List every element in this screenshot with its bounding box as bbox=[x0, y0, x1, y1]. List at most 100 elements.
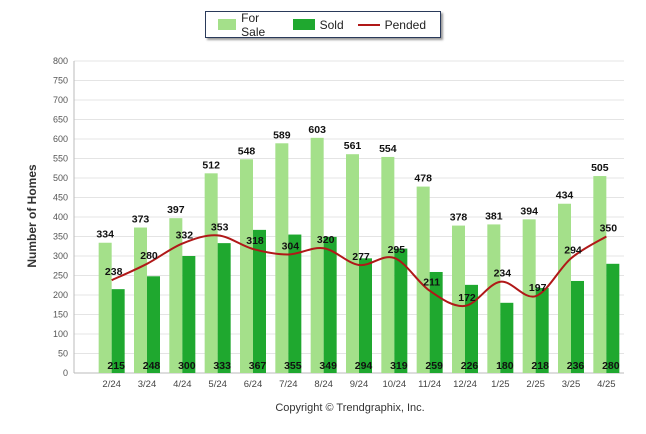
x-tick-label: 2/24 bbox=[102, 379, 121, 390]
data-label-for-sale: 512 bbox=[202, 159, 220, 171]
bar-for-sale bbox=[381, 156, 395, 373]
data-label-sold: 218 bbox=[531, 360, 549, 372]
data-label-sold: 280 bbox=[602, 360, 620, 372]
bar-sold bbox=[394, 248, 408, 373]
bar-sold bbox=[147, 276, 160, 373]
data-label-pended: 197 bbox=[529, 282, 547, 294]
data-label-sold: 226 bbox=[461, 360, 479, 372]
legend: For Sale Sold Pended bbox=[205, 11, 441, 39]
data-label-sold: 300 bbox=[178, 360, 196, 372]
legend-swatch-sold bbox=[292, 19, 315, 30]
data-label-for-sale: 505 bbox=[591, 162, 609, 174]
legend-item-for-sale[interactable]: For Sale bbox=[218, 11, 279, 39]
data-label-pended: 320 bbox=[317, 234, 335, 246]
x-tick-label: 7/24 bbox=[279, 379, 298, 390]
bar-for-sale bbox=[558, 203, 571, 373]
data-label-sold: 367 bbox=[249, 360, 267, 372]
data-label-for-sale: 554 bbox=[379, 143, 397, 155]
data-label-sold: 333 bbox=[213, 360, 231, 372]
legend-swatch-for-sale bbox=[218, 19, 237, 30]
data-label-sold: 355 bbox=[284, 360, 302, 372]
legend-swatch-pended bbox=[357, 23, 380, 26]
bar-sold bbox=[217, 243, 231, 373]
y-tick-label: 550 bbox=[53, 154, 68, 164]
data-label-pended: 277 bbox=[352, 251, 370, 263]
x-tick-label: 3/24 bbox=[138, 379, 157, 390]
data-label-pended: 172 bbox=[458, 292, 476, 304]
y-tick-label: 650 bbox=[53, 115, 68, 125]
data-label-for-sale: 373 bbox=[132, 214, 150, 226]
x-tick-label: 1/25 bbox=[491, 379, 510, 390]
y-axis-label: Number of Homes bbox=[25, 164, 39, 268]
y-tick-label: 150 bbox=[53, 310, 68, 320]
y-tick-label: 200 bbox=[53, 290, 68, 300]
data-label-pended: 332 bbox=[176, 230, 194, 242]
y-tick-label: 400 bbox=[53, 212, 68, 222]
data-label-sold: 259 bbox=[425, 360, 443, 372]
legend-label-for-sale: For Sale bbox=[241, 10, 266, 39]
bar-sold bbox=[323, 236, 337, 373]
bar-for-sale bbox=[487, 224, 501, 373]
data-label-pended: 304 bbox=[282, 240, 300, 252]
data-label-sold: 180 bbox=[496, 360, 514, 372]
data-label-pended: 211 bbox=[423, 277, 440, 289]
y-tick-label: 300 bbox=[53, 251, 68, 261]
bar-for-sale bbox=[240, 159, 253, 373]
bar-sold bbox=[535, 287, 549, 373]
bar-sold bbox=[606, 263, 620, 373]
data-label-pended: 294 bbox=[564, 244, 582, 256]
y-tick-label: 250 bbox=[53, 271, 68, 281]
data-label-for-sale: 334 bbox=[96, 229, 114, 241]
y-tick-label: 100 bbox=[53, 329, 68, 339]
bar-for-sale bbox=[98, 242, 112, 373]
bar-sold bbox=[571, 280, 584, 373]
y-tick-label: 500 bbox=[53, 173, 68, 183]
data-label-sold: 319 bbox=[390, 360, 408, 372]
x-tick-label: 6/24 bbox=[244, 379, 263, 390]
x-tick-label: 8/24 bbox=[314, 379, 333, 390]
y-tick-label: 600 bbox=[53, 134, 68, 144]
bar-for-sale bbox=[593, 176, 607, 373]
data-label-for-sale: 381 bbox=[485, 210, 503, 222]
copyright-text: Copyright © Trendgraphix, Inc. bbox=[275, 402, 425, 414]
bar-for-sale bbox=[275, 143, 289, 373]
bar-sold bbox=[500, 302, 514, 373]
x-tick-label: 2/25 bbox=[526, 379, 545, 390]
bar-sold bbox=[111, 289, 125, 373]
bar-for-sale bbox=[452, 225, 465, 373]
data-label-sold: 294 bbox=[355, 360, 373, 372]
bar-sold bbox=[288, 234, 302, 373]
y-tick-label: 700 bbox=[53, 95, 68, 105]
bar-sold bbox=[253, 229, 266, 373]
data-label-sold: 215 bbox=[107, 360, 125, 372]
x-tick-label: 4/25 bbox=[597, 379, 616, 390]
y-tick-label: 750 bbox=[53, 76, 68, 86]
data-label-sold: 236 bbox=[567, 360, 585, 372]
legend-item-sold[interactable]: Sold bbox=[292, 18, 344, 32]
bar-for-sale bbox=[310, 137, 324, 373]
y-tick-label: 350 bbox=[53, 232, 68, 242]
bar-for-sale bbox=[134, 227, 147, 373]
x-tick-label: 3/25 bbox=[562, 379, 581, 390]
y-tick-label: 0 bbox=[63, 368, 68, 378]
legend-item-pended[interactable]: Pended bbox=[357, 18, 426, 32]
data-label-for-sale: 478 bbox=[414, 173, 432, 185]
data-label-for-sale: 548 bbox=[238, 145, 256, 157]
x-tick-label: 9/24 bbox=[350, 379, 369, 390]
bar-sold bbox=[359, 258, 372, 373]
y-tick-label: 800 bbox=[53, 56, 68, 66]
x-tick-label: 11/24 bbox=[418, 379, 441, 390]
data-label-sold: 248 bbox=[143, 360, 161, 372]
data-label-for-sale: 589 bbox=[273, 129, 291, 141]
y-tick-label: 450 bbox=[53, 193, 68, 203]
data-label-pended: 353 bbox=[211, 221, 229, 233]
x-tick-label: 4/24 bbox=[173, 379, 192, 390]
data-label-pended: 350 bbox=[600, 223, 618, 235]
bar-for-sale bbox=[204, 173, 218, 373]
bar-sold bbox=[465, 284, 478, 373]
line-pended bbox=[111, 234, 607, 308]
x-tick-label: 12/24 bbox=[453, 379, 477, 390]
data-label-for-sale: 434 bbox=[556, 190, 574, 202]
data-label-pended: 280 bbox=[140, 250, 158, 262]
